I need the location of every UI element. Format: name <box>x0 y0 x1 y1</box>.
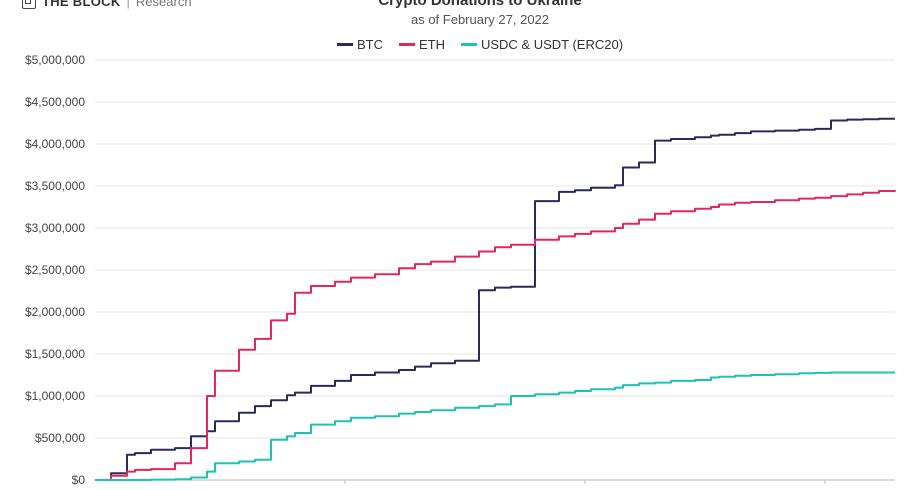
y-tick-label: $1,500,000 <box>25 347 85 361</box>
legend-item: ETH <box>398 37 445 52</box>
y-tick-label: $1,000,000 <box>25 389 85 403</box>
legend-swatch <box>398 43 415 46</box>
y-tick-label: $4,000,000 <box>25 137 85 151</box>
y-tick-label: $4,500,000 <box>25 95 85 109</box>
legend-label: BTC <box>356 37 383 52</box>
series-line-usdc-usdt-erc20 <box>95 371 895 481</box>
chart-title: Crypto Donations to Ukraine <box>378 0 582 9</box>
y-tick-label: $0 <box>72 473 86 487</box>
brand: THE BLOCK | Research <box>22 0 192 9</box>
y-tick-label: $2,000,000 <box>25 305 85 319</box>
y-tick-label: $2,500,000 <box>25 263 85 277</box>
legend-item: USDC & USDT (ERC20) <box>460 37 624 52</box>
series-line-eth <box>95 190 896 481</box>
brand-separator: | <box>126 0 130 9</box>
brand-subtext: Research <box>135 0 192 9</box>
legend-swatch <box>336 43 353 46</box>
brand-logo-text: THE BLOCK <box>42 0 121 9</box>
legend-swatch <box>460 43 477 46</box>
y-tick-label: $3,000,000 <box>25 221 85 235</box>
legend-label: ETH <box>418 37 445 52</box>
y-tick-label: $5,000,000 <box>25 53 85 67</box>
chart-legend: BTC ETH USDC & USDT (ERC20) <box>0 37 923 52</box>
the-block-logo-icon <box>22 0 36 9</box>
y-tick-label: $500,000 <box>35 431 85 445</box>
chart-subtitle: as of February 27, 2022 <box>410 12 550 27</box>
legend-label: USDC & USDT (ERC20) <box>480 37 624 52</box>
y-tick-label: $3,500,000 <box>25 179 85 193</box>
legend-item: BTC <box>336 37 383 52</box>
series-line-btc <box>95 117 895 481</box>
